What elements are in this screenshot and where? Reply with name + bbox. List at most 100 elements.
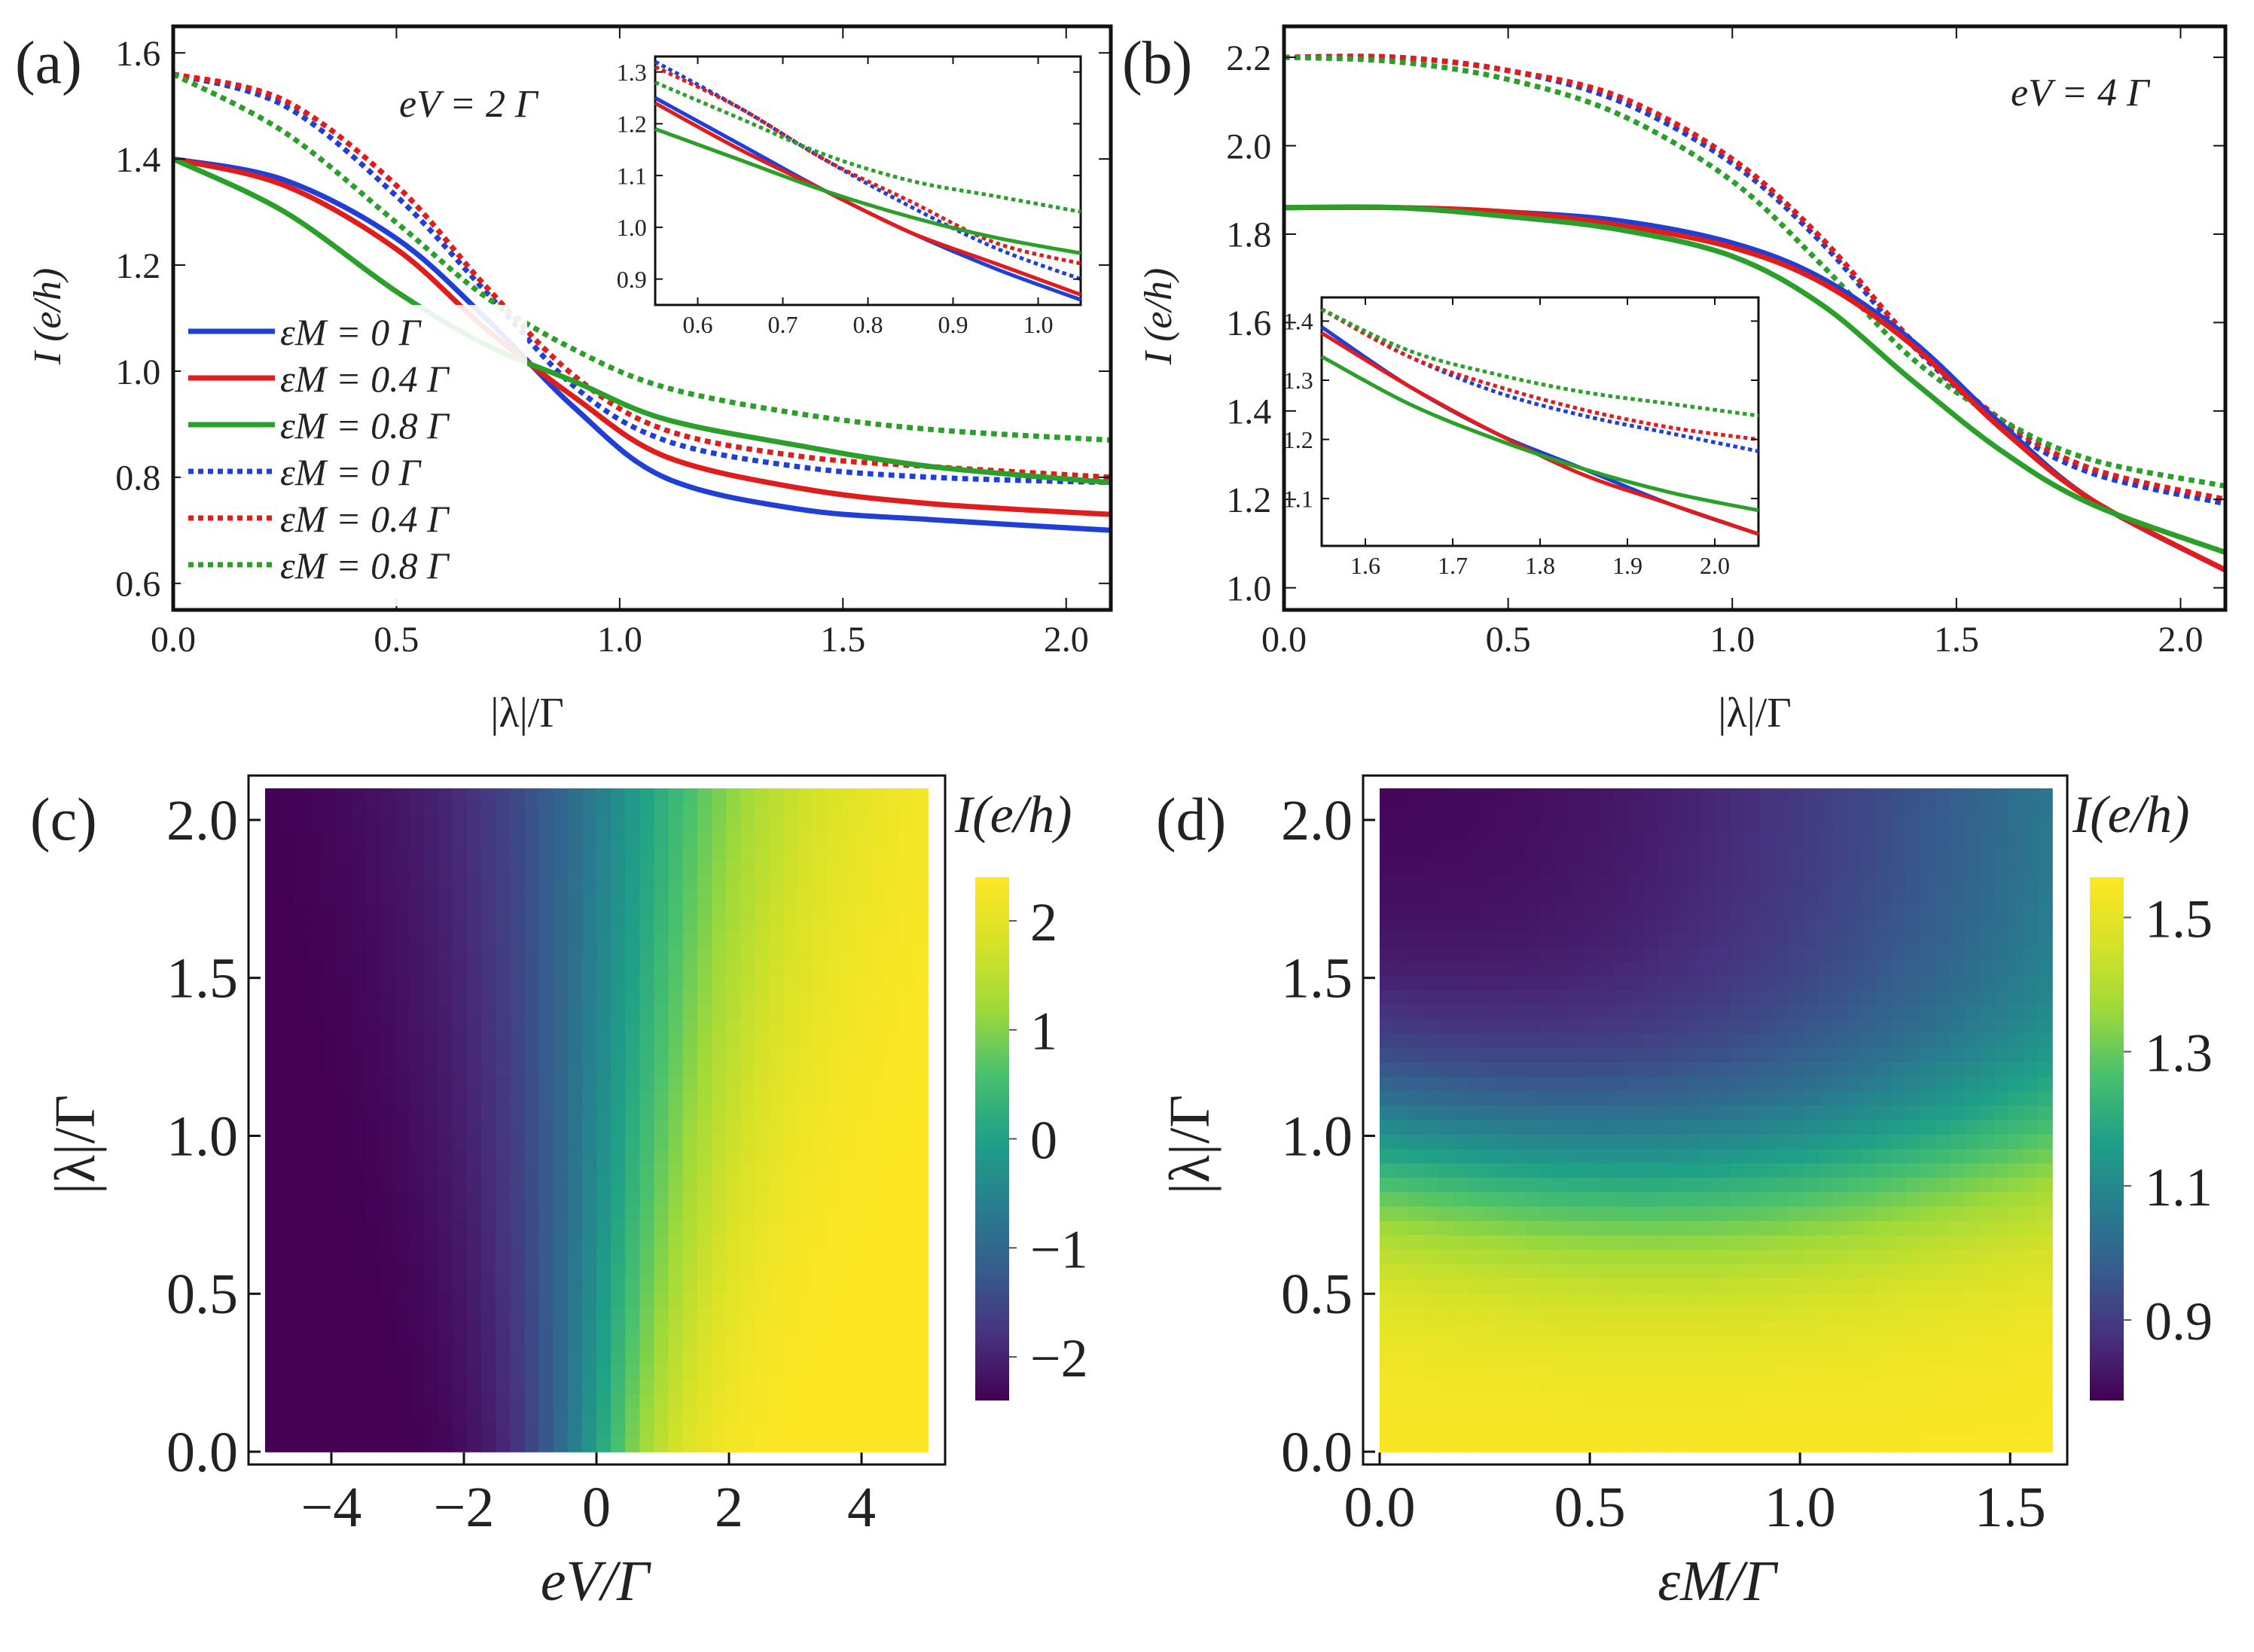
panel-d-heatmap-cell (1950, 788, 1966, 803)
panel-c-heatmap-cell (480, 904, 496, 919)
panel-d-heatmap-cell (1686, 1394, 1702, 1410)
panel-d-heatmap-cell (2008, 1091, 2024, 1107)
panel-c-heatmap-cell (841, 1178, 857, 1193)
panel-c-heatmap-cell (740, 1148, 756, 1164)
panel-c-heatmap-cell (913, 1047, 929, 1063)
panel-d-heatmap-cell (1394, 1221, 1410, 1236)
panel-d-heatmap-cell (1584, 831, 1600, 847)
panel-d-heatmap-cell (1584, 918, 1600, 934)
panel-d-heatmap-cell (1642, 1206, 1658, 1222)
panel-c-heatmap-cell (438, 975, 453, 991)
panel-c-heatmap-cell (827, 932, 843, 948)
panel-d-heatmap-cell (1467, 1365, 1483, 1381)
panel-c-heatmap-cell (827, 1437, 843, 1452)
panel-c-heatmap-cell (510, 1062, 526, 1077)
panel-c-heatmap-cell (395, 1163, 410, 1178)
panel-c-heatmap-cell (351, 846, 367, 861)
panel-d-heatmap-cell (1599, 1307, 1615, 1323)
panel-c-heatmap-cell (409, 1422, 425, 1438)
panel-d-heatmap-cell (1657, 1408, 1673, 1424)
panel-d-heatmap-cell (1774, 1019, 1790, 1035)
panel-d-heatmap-cell (1408, 874, 1425, 890)
panel-c-heatmap-cell (351, 803, 367, 818)
panel-d-heatmap-cell (1730, 1422, 1746, 1438)
panel-c-heatmap-cell (913, 1264, 929, 1279)
panel-d-heatmap-cell (1423, 1350, 1439, 1366)
panel-d-heatmap-cell (1408, 946, 1425, 962)
panel-c-heatmap-cell (755, 860, 770, 876)
panel-d-heatmap-cell (1774, 1408, 1790, 1424)
panel-d-heatmap-cell (1613, 1279, 1629, 1294)
panel-d-heatmap-cell (1467, 1221, 1483, 1236)
panel-d-xtick-label: 1.5 (1975, 1476, 2046, 1539)
panel-d-heatmap-cell (1672, 1206, 1688, 1222)
panel-d-heatmap-cell (1584, 961, 1600, 977)
panel-d-heatmap-cell (1408, 975, 1425, 991)
panel-c-heatmap-cell (812, 1178, 828, 1193)
panel-d-heatmap-cell (1569, 1134, 1585, 1150)
panel-c-heatmap-cell (841, 1279, 857, 1294)
panel-c-heatmap-cell (480, 1091, 496, 1107)
panel-d-heatmap-cell (1964, 946, 1980, 962)
panel-d-heatmap-cell (1496, 817, 1512, 833)
panel-c-heatmap-cell (611, 1077, 627, 1092)
panel-c-heatmap-cell (596, 1279, 612, 1294)
panel-d-heatmap-cell (1964, 1033, 1980, 1049)
panel-d-heatmap-cell (1453, 1264, 1469, 1279)
panel-d-heatmap-cell (1540, 817, 1556, 833)
panel-d-heatmap-cell (1686, 946, 1702, 962)
panel-a-series-0-line (172, 156, 1112, 533)
panel-c-heatmap-cell (856, 1293, 871, 1309)
panel-d-heatmap-cell (1657, 1192, 1673, 1208)
panel-d-heatmap-cell (1672, 1105, 1688, 1121)
panel-d-heatmap-cell (1877, 1047, 1893, 1063)
panel-c-heatmap-cell (409, 831, 425, 847)
panel-c-heatmap-cell (697, 1206, 712, 1222)
panel-d-heatmap-cell (1978, 961, 1995, 977)
panel-c-heatmap-cell (596, 1091, 612, 1107)
panel-d-heatmap-cell (2023, 1336, 2039, 1352)
panel-c-heatmap-cell (639, 1408, 655, 1424)
panel-c-heatmap-cell (538, 1163, 554, 1178)
panel-c-heatmap-cell (668, 1047, 684, 1063)
panel-c-heatmap-cell (553, 1365, 569, 1381)
panel-d-heatmap-cell (1672, 860, 1688, 876)
panel-c-heatmap-cell (279, 788, 295, 803)
panel-d-heatmap-cell (2037, 831, 2053, 847)
panel-d-heatmap-cell (1803, 1394, 1819, 1410)
panel-c-heatmap-cell (279, 1249, 295, 1265)
panel-c-heatmap-cell (553, 1004, 569, 1020)
panel-d-heatmap-cell (1905, 1077, 1922, 1092)
panel-d-heatmap-cell (1672, 1019, 1688, 1035)
panel-d-heatmap-cell (1993, 975, 2009, 991)
panel-c-heatmap-cell (409, 1120, 425, 1135)
panel-d-heatmap-cell (1993, 874, 2009, 890)
panel-c-heatmap-cell (726, 1264, 742, 1279)
panel-d-heatmap-cell (1905, 860, 1922, 876)
panel-d-heatmap-cell (1423, 889, 1439, 905)
panel-d-heatmap-cell (1818, 1437, 1834, 1452)
panel-d-heatmap-cell (1847, 1033, 1863, 1049)
panel-c-heatmap-cell (496, 1321, 511, 1337)
panel-c-heatmap-cell (553, 1019, 569, 1035)
panel-c-heatmap-cell (452, 1047, 468, 1063)
panel-c-heatmap-cell (639, 1163, 655, 1178)
panel-d-heatmap-cell (1423, 961, 1439, 977)
panel-c-heatmap-cell (884, 1004, 900, 1020)
panel-c-heatmap-cell (668, 1221, 684, 1236)
panel-c-heatmap-cell (452, 1206, 468, 1222)
panel-d-heatmap-cell (1380, 1422, 1395, 1438)
panel-d-heatmap-cell (1642, 817, 1658, 833)
panel-c-heatmap-cell (783, 904, 799, 919)
panel-d-heatmap-cell (1964, 817, 1980, 833)
panel-c-heatmap-cell (596, 1206, 612, 1222)
panel-c-heatmap-cell (812, 1192, 828, 1208)
panel-d-heatmap-cell (1905, 803, 1922, 818)
panel-c-heatmap-cell (654, 975, 669, 991)
panel-c-heatmap-cell (798, 846, 813, 861)
panel-d-heatmap-cell (1774, 1293, 1790, 1309)
panel-d-heatmap-cell (1818, 1178, 1834, 1193)
panel-d-heatmap-cell (1877, 1336, 1893, 1352)
panel-c-heatmap-cell (308, 889, 324, 905)
panel-c-heatmap-cell (510, 1091, 526, 1107)
